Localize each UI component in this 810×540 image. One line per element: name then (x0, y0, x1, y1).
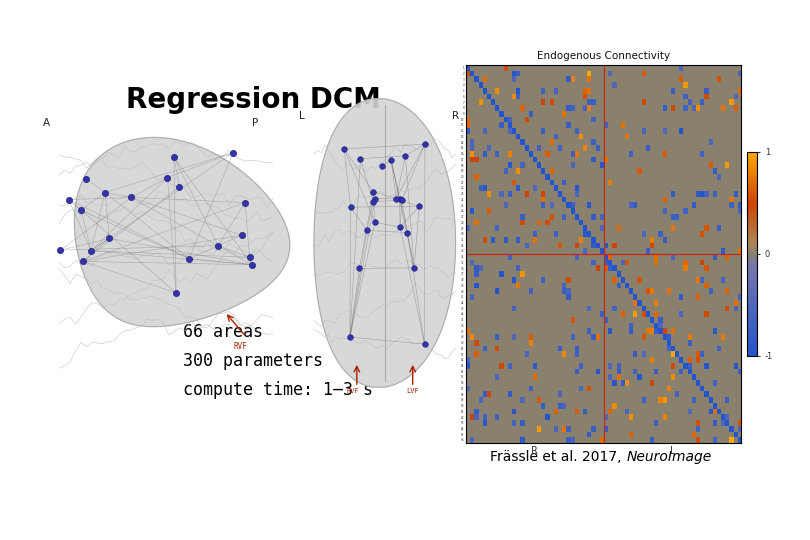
Point (394, 222, 407, 231)
Text: LVF: LVF (407, 388, 419, 394)
Point (62, 195, 75, 204)
Point (385, 156, 398, 164)
Point (161, 173, 174, 182)
Title: Endogenous Connectivity: Endogenous Connectivity (537, 51, 670, 61)
Text: P: P (252, 118, 258, 128)
Point (243, 253, 256, 262)
Point (360, 226, 373, 235)
Point (239, 198, 252, 207)
Point (182, 254, 195, 263)
Point (367, 187, 380, 196)
Point (227, 148, 240, 157)
Text: 66 areas: 66 areas (183, 322, 263, 341)
Point (80, 174, 93, 183)
Polygon shape (75, 137, 290, 327)
Polygon shape (314, 99, 455, 387)
Point (84, 246, 97, 255)
Text: L: L (299, 111, 305, 122)
Point (75, 206, 87, 214)
Point (99, 188, 112, 197)
Point (77, 257, 90, 266)
Point (419, 140, 432, 149)
Point (366, 197, 379, 206)
Point (395, 196, 408, 205)
Point (169, 289, 182, 298)
Point (236, 231, 249, 239)
Point (369, 218, 382, 226)
Point (413, 202, 426, 211)
Text: R: R (452, 111, 459, 122)
Text: NeuroImage: NeuroImage (626, 450, 711, 464)
Point (103, 234, 116, 242)
Point (399, 151, 411, 160)
Point (401, 228, 414, 237)
Point (418, 340, 431, 348)
Text: 300 parameters: 300 parameters (183, 352, 323, 370)
Point (173, 183, 185, 191)
Point (344, 203, 357, 212)
Point (369, 194, 382, 203)
Text: A: A (43, 118, 50, 128)
Point (168, 153, 181, 161)
Point (390, 194, 403, 203)
Text: Frässle et al. 2017,: Frässle et al. 2017, (490, 450, 626, 464)
Point (407, 264, 420, 272)
Point (354, 154, 367, 163)
Point (353, 264, 366, 273)
Point (245, 260, 258, 269)
Text: Regression DCM: Regression DCM (126, 85, 382, 113)
Point (393, 195, 406, 204)
Text: compute time: 1–3 s: compute time: 1–3 s (183, 381, 373, 399)
Point (376, 161, 389, 170)
Point (211, 241, 224, 250)
Point (338, 145, 351, 153)
Point (54, 246, 67, 254)
Text: RVF: RVF (234, 342, 248, 352)
Text: RVF: RVF (347, 388, 360, 394)
Point (125, 193, 138, 202)
Point (343, 333, 356, 341)
